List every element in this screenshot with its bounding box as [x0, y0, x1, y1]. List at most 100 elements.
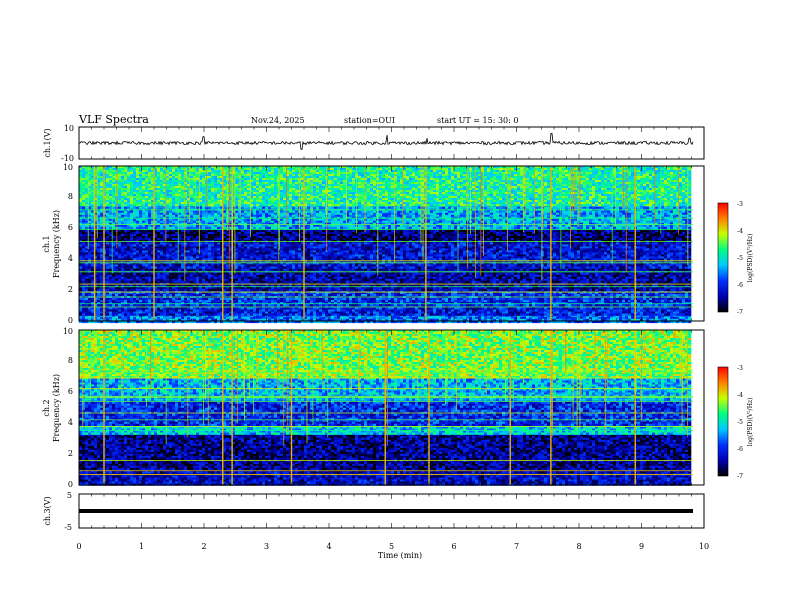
spectrogram-cell	[562, 310, 565, 312]
spectrogram-cell	[322, 310, 325, 312]
spectrogram-cell	[274, 317, 277, 319]
spectrogram-cell	[523, 312, 526, 314]
spectrogram-cell	[529, 314, 532, 316]
spectrogram-cell	[172, 308, 175, 310]
spectrogram-cell	[349, 317, 352, 319]
spectrogram-cell	[127, 317, 130, 319]
spectrogram-cell	[109, 314, 112, 316]
spectrogram-cell	[379, 310, 382, 312]
spectrogram-cell	[625, 310, 628, 312]
spectrogram-cell	[100, 314, 103, 316]
spectrogram-cell	[211, 314, 214, 316]
spectrogram-cell	[661, 310, 664, 312]
spectrogram-cell	[457, 310, 460, 312]
spectrogram-cell	[214, 312, 217, 314]
spectrogram-cell	[256, 308, 259, 310]
spectrogram-cell	[172, 312, 175, 314]
spectrogram-cell	[535, 312, 538, 314]
spectrogram-cell	[262, 294, 265, 296]
spectrogram-cell	[112, 314, 115, 316]
spectrogram-cell	[166, 310, 169, 312]
spectrogram-cell	[652, 310, 655, 312]
spectrogram-cell	[607, 310, 610, 312]
spectrogram-cell	[514, 314, 517, 316]
spectrogram-cell	[589, 308, 592, 310]
spectrogram-cell	[670, 308, 673, 310]
spectrogram-cell	[520, 314, 523, 316]
spectrogram-cell	[490, 312, 493, 314]
spectrogram-cell	[211, 294, 214, 296]
spectrogram-cell	[289, 312, 292, 314]
spectrogram-cell	[586, 312, 589, 314]
spectrogram-cell	[571, 308, 574, 310]
spectrogram-cell	[181, 294, 184, 296]
spectrogram-cell	[127, 310, 130, 312]
spectrogram-cell	[571, 312, 574, 314]
spectrogram-cell	[340, 310, 343, 312]
spectrogram-cell	[178, 310, 181, 312]
spectrogram-cell	[343, 317, 346, 319]
spectrogram-cell	[520, 312, 523, 314]
spectrogram-cell	[337, 310, 340, 312]
spectrogram-cell	[256, 312, 259, 314]
spectrogram-cell	[262, 314, 265, 316]
spectrogram-cell	[535, 310, 538, 312]
spectrogram-cell	[652, 308, 655, 310]
spectrogram-cell	[166, 308, 169, 310]
spectrogram-cell	[106, 312, 109, 314]
spectrogram-cell	[328, 294, 331, 296]
spectrogram-cell	[142, 310, 145, 312]
spectrogram-cell	[316, 310, 319, 312]
spectrogram-cell	[679, 312, 682, 314]
spectrogram-cell	[97, 317, 100, 319]
spectrogram-cell	[205, 308, 208, 310]
spectrogram-cell	[547, 317, 550, 319]
spectrogram-cell	[385, 294, 388, 296]
spectrogram-cell	[316, 312, 319, 314]
spectrogram-cell	[139, 314, 142, 316]
spectrogram-cell	[349, 294, 352, 296]
spectrogram-cell	[508, 312, 511, 314]
spectrogram-cell	[196, 308, 199, 310]
spectrogram-cell	[364, 314, 367, 316]
spectrogram-cell	[334, 294, 337, 296]
spectrogram-cell	[523, 294, 526, 296]
spectrogram-cell	[322, 314, 325, 316]
spectrogram-cell	[667, 317, 670, 319]
spectrogram-cell	[259, 308, 262, 310]
spectrogram-cell	[166, 294, 169, 296]
spectrogram-cell	[112, 310, 115, 312]
spectrogram-cell	[517, 308, 520, 310]
spectrogram-cell	[529, 308, 532, 310]
spectrogram-cell	[535, 308, 538, 310]
spectrogram-cell	[298, 308, 301, 310]
spectrogram-cell	[595, 317, 598, 319]
spectrogram-cell	[178, 317, 181, 319]
spectrogram-cell	[235, 314, 238, 316]
spectrogram-cell	[286, 308, 289, 310]
spectrogram-cell	[469, 308, 472, 310]
spectrogram-cell	[343, 308, 346, 310]
spectrogram-cell	[349, 308, 352, 310]
spectrogram-cell	[178, 312, 181, 314]
spectrogram-cell	[319, 312, 322, 314]
spectrogram-cell	[259, 314, 262, 316]
spectrogram-cell	[460, 310, 463, 312]
spectrogram-cell	[280, 314, 283, 316]
spectrogram-cell	[196, 314, 199, 316]
spectrogram-cell	[91, 314, 94, 316]
spectrogram-cell	[121, 314, 124, 316]
spectrogram-cell	[145, 312, 148, 314]
spectrogram-cell	[589, 312, 592, 314]
spectrogram-cell	[430, 308, 433, 310]
spectrogram-cell	[400, 294, 403, 296]
spectrogram-cell	[640, 312, 643, 314]
spectrogram-cell	[202, 310, 205, 312]
spectrogram-cell	[511, 308, 514, 310]
spectrogram-cell	[364, 317, 367, 319]
spectrogram-cell	[190, 294, 193, 296]
spectrogram-cell	[208, 308, 211, 310]
spectrogram-cell	[442, 317, 445, 319]
spectrogram-cell	[226, 314, 229, 316]
spectrogram-cell	[511, 294, 514, 296]
